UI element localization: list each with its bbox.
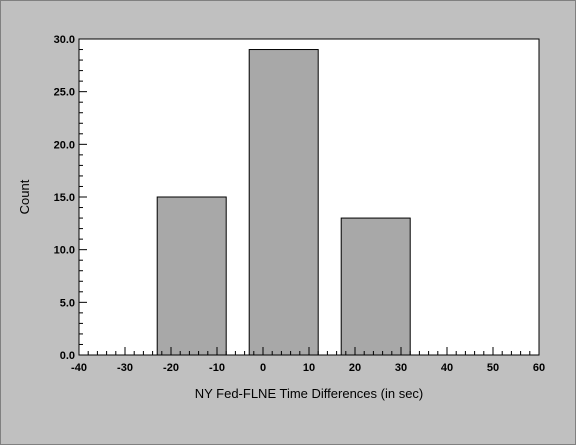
x-tick-label: -10 (209, 362, 225, 374)
bar-1 (248, 49, 319, 356)
x-tick-label: -30 (117, 362, 133, 374)
y-axis-ticks: 0.0 5.0 10.0 15.0 20.0 25.0 30.0 (54, 34, 87, 362)
bars-group (156, 49, 411, 356)
x-tick-label: 30 (395, 362, 407, 374)
x-axis-ticks: -40 -30 -20 -10 0 10 20 30 40 50 60 (71, 347, 545, 374)
x-tick-label: 50 (487, 362, 499, 374)
y-tick-label: 5.0 (60, 297, 75, 309)
x-tick-label: 20 (349, 362, 361, 374)
y-tick-label: 30.0 (54, 34, 75, 46)
y-tick-label: 0.0 (60, 350, 75, 362)
bar-2 (340, 217, 411, 356)
bar-0 (156, 196, 227, 356)
y-tick-label: 10.0 (54, 245, 75, 257)
x-tick-label: 40 (441, 362, 453, 374)
x-tick-label: -20 (163, 362, 179, 374)
x-tick-label: 0 (260, 362, 266, 374)
y-tick-label: 15.0 (54, 192, 75, 204)
x-axis-title: NY Fed-FLNE Time Differences (in sec) (195, 386, 424, 401)
y-tick-label: 20.0 (54, 139, 75, 151)
x-tick-label: -40 (71, 362, 87, 374)
x-tick-label: 10 (303, 362, 315, 374)
y-tick-label: 25.0 (54, 87, 75, 99)
x-tick-label: 60 (533, 362, 545, 374)
y-axis-title: Count (17, 179, 32, 214)
